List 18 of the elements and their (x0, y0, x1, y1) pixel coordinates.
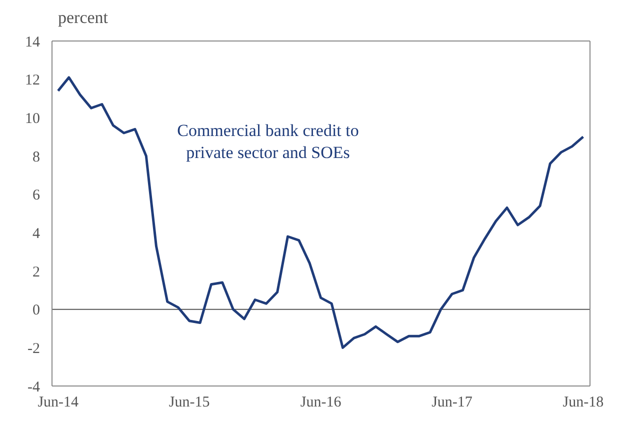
line-series (56, 76, 584, 349)
y-tick-label: 14 (25, 34, 40, 50)
x-tick-label: Jun-17 (432, 394, 473, 411)
y-axis-title: percent (58, 8, 108, 28)
x-tick-label: Jun-15 (168, 394, 210, 411)
y-tick-label: 2 (32, 264, 40, 280)
y-tick-label: 12 (25, 72, 40, 89)
y-tick-label: 4 (32, 226, 40, 242)
x-tick-label: Jun-18 (562, 394, 604, 411)
series-label: Commercial bank credit to private sector and SOEs (176, 120, 360, 164)
y-tick-label: 6 (32, 188, 40, 204)
x-tick-label: Jun-14 (38, 394, 80, 411)
y-tick-label: 8 (32, 149, 40, 166)
y-tick-label: -2 (28, 340, 40, 357)
y-tick-label: -4 (28, 379, 40, 396)
x-tick-label: Jun-16 (300, 394, 342, 411)
y-tick-label: 0 (32, 302, 40, 319)
y-tick-label: 10 (25, 110, 40, 127)
